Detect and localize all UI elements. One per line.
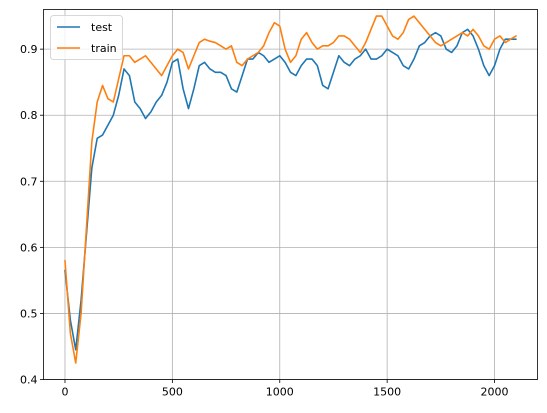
x-tick-label: 500 [162, 386, 183, 399]
x-axis: 0 500 1000 1500 2000 [61, 379, 509, 399]
legend-label-test: test [91, 21, 113, 34]
legend-label-train: train [91, 42, 117, 55]
x-tick-label: 1500 [373, 386, 401, 399]
x-tick-label: 1000 [266, 386, 294, 399]
legend: test train [50, 15, 123, 60]
series-line-train [64, 15, 517, 364]
y-axis: 0.4 0.5 0.6 0.7 0.8 0.9 [20, 43, 44, 387]
series-line-test [64, 28, 517, 351]
y-tick-label: 0.7 [20, 175, 38, 188]
y-tick-label: 0.9 [20, 43, 38, 56]
y-tick-label: 0.8 [20, 109, 38, 122]
y-tick-label: 0.4 [20, 374, 38, 387]
plot-frame [43, 9, 538, 380]
y-tick-label: 0.6 [20, 241, 38, 254]
series-layer [64, 15, 517, 364]
x-tick-label: 0 [61, 386, 68, 399]
x-tick-label: 2000 [481, 386, 509, 399]
y-tick-label: 0.5 [20, 307, 38, 320]
